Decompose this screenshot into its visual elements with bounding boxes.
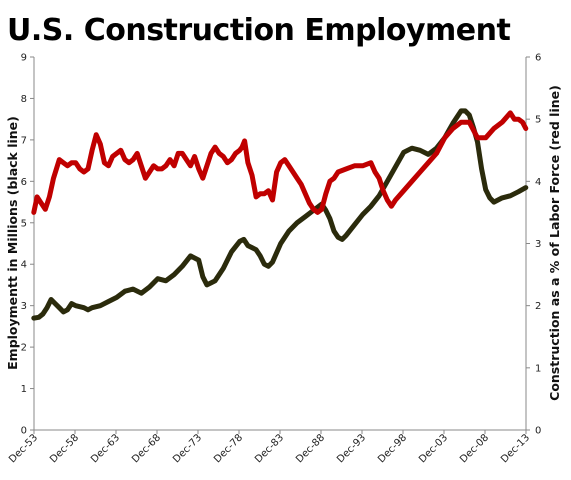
x-tick-label: Dec-63 (89, 432, 122, 465)
right-axis-title: Construction as a % of Labor Force (red … (547, 85, 562, 401)
x-tick-label: Dec-03 (417, 432, 450, 465)
x-ticks: Dec-53 Dec-58 Dec-63 Dec-68 Dec-73 Dec-78 Dec-… (7, 430, 532, 465)
black-line-series (31, 108, 529, 321)
left-tick-label: 4 (21, 260, 27, 271)
left-axis-title: Employmentt in Millions (black line) (5, 116, 20, 370)
x-tick-label: Dec-78 (212, 432, 245, 465)
left-y-ticks: 0 1 2 3 4 5 6 7 8 9 (21, 53, 34, 437)
right-tick-label: 6 (535, 53, 541, 64)
right-tick-label: 0 (535, 426, 541, 437)
right-y-ticks: 0 1 2 3 4 5 6 (526, 53, 541, 437)
x-tick-label: Dec-83 (253, 432, 286, 465)
left-tick-label: 8 (21, 94, 27, 105)
x-tick-label: Dec-68 (130, 432, 163, 465)
right-tick-label: 2 (535, 301, 541, 312)
chart-title: U.S. Construction Employment (7, 13, 510, 48)
right-tick-label: 5 (535, 115, 541, 126)
x-tick-label: Dec-88 (294, 432, 327, 465)
right-tick-label: 1 (535, 363, 541, 374)
x-tick-label: Dec-73 (171, 432, 204, 465)
left-tick-label: 0 (21, 426, 27, 437)
left-tick-label: 3 (21, 301, 27, 312)
x-tick-label: Dec-08 (458, 432, 491, 465)
x-tick-label: Dec-98 (376, 432, 409, 465)
left-tick-label: 2 (21, 343, 27, 354)
x-tick-label: Dec-53 (7, 432, 40, 465)
right-tick-label: 3 (535, 239, 541, 250)
series-layer (31, 108, 529, 321)
red-line-series (31, 110, 529, 215)
left-tick-label: 6 (21, 177, 27, 188)
left-tick-label: 7 (21, 135, 27, 146)
x-tick-label: Dec-58 (48, 432, 81, 465)
left-tick-label: 5 (21, 218, 27, 229)
x-tick-label: Dec-93 (335, 432, 368, 465)
left-tick-label: 9 (21, 53, 27, 64)
right-tick-label: 4 (535, 177, 541, 188)
x-tick-label: Dec-13 (499, 432, 532, 465)
left-tick-label: 1 (21, 384, 27, 395)
